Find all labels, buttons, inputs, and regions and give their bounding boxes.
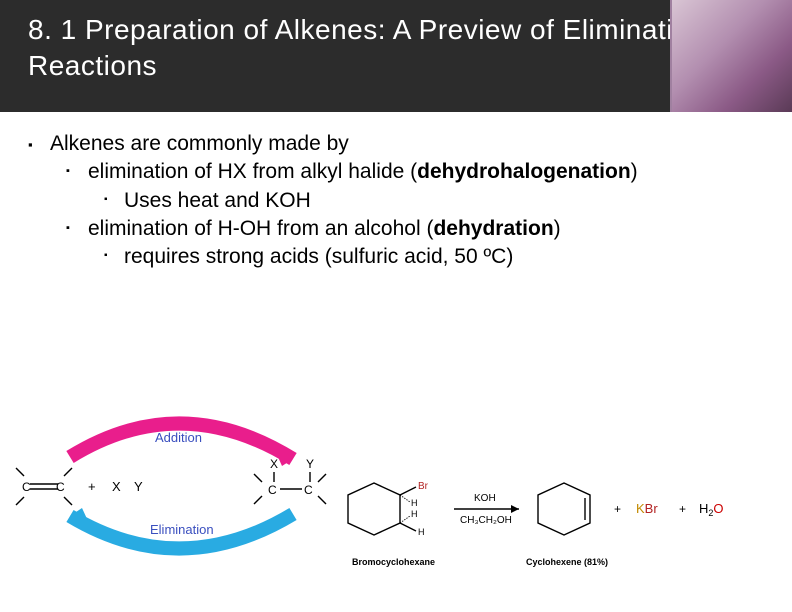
kbr-byproduct: KBr [636,501,658,516]
reagent-bottom: CH₃CH₂OH [460,515,512,526]
slide-body: Alkenes are commonly made by elimination… [0,112,792,272]
addition-elimination-diagram: Addition Elimination C C + X Y X Y C C [10,394,350,584]
alkene-fragment: C C [16,468,72,505]
svg-text:+: + [679,502,686,516]
cyclohexene [538,483,590,535]
svg-text:H: H [418,527,425,537]
bullet-main: Alkenes are commonly made by [50,130,730,158]
slide-header: 8. 1 Preparation of Alkenes: A Preview o… [0,0,792,112]
svg-text:C: C [56,480,65,494]
svg-text:C: C [268,483,277,497]
diagrams-area: Addition Elimination C C + X Y X Y C C [0,364,792,594]
plus-sign: + [88,479,96,494]
bromocyclohexane: Br H H H [348,481,429,537]
addition-label: Addition [155,430,202,445]
reactant-name: Bromocyclohexane [352,557,435,567]
svg-text:X: X [270,457,278,471]
bullet-sub1-1: Uses heat and KOH [124,187,311,215]
bromocyclohexane-reaction: Br H H H Bromocyclohexane KOH CH₃CH₂OH C… [334,469,774,589]
x-label: X [112,479,121,494]
water-byproduct: H2O [699,501,724,518]
svg-text:H: H [411,509,418,519]
alkane-xy-fragment: X Y C C [254,457,326,504]
reagent-top: KOH [474,493,496,504]
elimination-label: Elimination [150,522,214,537]
svg-text:+: + [614,502,621,516]
bullet-sub1: elimination of HX from alkyl halide (deh… [88,158,728,186]
bullet-sub2-1: requires strong acids (sulfuric acid, 50… [124,243,513,271]
svg-text:Br: Br [418,481,429,492]
slide-title: 8. 1 Preparation of Alkenes: A Preview o… [28,12,764,85]
bullet-sub2: elimination of H-OH from an alcohol (deh… [88,215,728,243]
y-label: Y [134,479,143,494]
svg-text:H: H [411,498,418,508]
product-name: Cyclohexene (81%) [526,557,608,567]
svg-text:C: C [304,483,313,497]
svg-text:Y: Y [306,457,314,471]
svg-text:C: C [22,480,31,494]
